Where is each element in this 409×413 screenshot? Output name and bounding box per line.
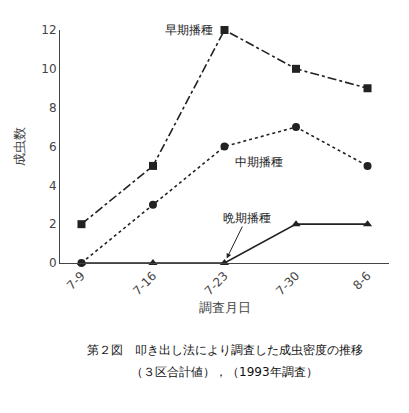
svg-text:7-23: 7-23: [202, 269, 231, 298]
svg-text:成虫数: 成虫数: [12, 127, 27, 166]
svg-text:8-6: 8-6: [350, 269, 374, 293]
svg-text:12: 12: [41, 23, 56, 37]
svg-text:2: 2: [49, 217, 57, 231]
svg-text:中期播種: 中期播種: [235, 155, 283, 169]
svg-text:7-9: 7-9: [64, 269, 88, 293]
svg-text:6: 6: [49, 140, 57, 154]
svg-text:10: 10: [41, 62, 56, 76]
svg-text:4: 4: [49, 179, 57, 193]
svg-text:0: 0: [49, 256, 57, 270]
svg-text:晩期播種: 晩期播種: [223, 211, 271, 225]
svg-text:（３区合計値），（1993年調査）: （３区合計値），（1993年調査）: [131, 365, 318, 379]
svg-text:早期播種: 早期播種: [165, 23, 213, 37]
svg-text:7-16: 7-16: [130, 269, 159, 298]
svg-text:調査月日: 調査月日: [199, 300, 251, 315]
svg-text:7-30: 7-30: [273, 269, 302, 298]
svg-text:8: 8: [49, 101, 57, 115]
svg-text:第２図 叩き出し法により調査した成虫密度の推移: 第２図 叩き出し法により調査した成虫密度の推移: [87, 343, 363, 357]
